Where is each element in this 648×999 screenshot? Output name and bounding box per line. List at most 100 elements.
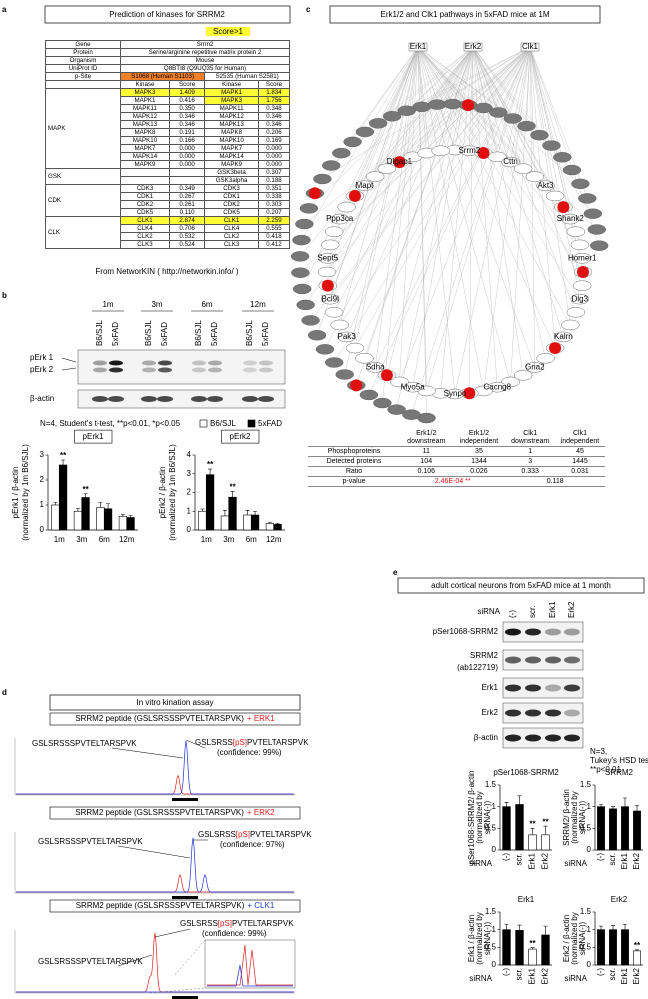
y-tick-label: 1 — [587, 925, 592, 934]
x-axis-label: siRNA — [564, 859, 587, 868]
bar — [541, 834, 550, 851]
y-tick-label: 1 — [492, 925, 497, 934]
y-tick-label: 0 — [40, 525, 45, 534]
table-cell: MAPK10 — [120, 136, 170, 145]
edge — [483, 46, 531, 154]
edge — [346, 46, 474, 337]
table-cell: 0.412 — [257, 240, 291, 249]
panel-title: adult cortical neurons from 5xFAD mice a… — [431, 581, 611, 590]
phospho-peptide-label: GSLSRSS[pS]PVTELTARSPVK — [198, 830, 312, 839]
edge — [377, 46, 419, 124]
panel-label: a — [2, 5, 7, 14]
confidence-label: (confidence: 99%) — [202, 929, 267, 938]
error-bar — [530, 947, 535, 950]
table-cell: CDK3 — [120, 184, 170, 193]
band — [208, 360, 222, 366]
bar — [103, 508, 113, 531]
error-bar — [543, 825, 548, 835]
y-axis-label: pErk1 / β-actin — [11, 467, 20, 519]
y-axis-label: (normalized by 1m B6/SJL) — [21, 444, 30, 541]
chromatogram — [16, 873, 294, 893]
table-cell: MAPK13 — [120, 120, 170, 129]
table-cell: CDK5 — [204, 208, 259, 217]
edge — [326, 46, 531, 273]
bar — [220, 515, 230, 531]
band — [192, 367, 206, 373]
inset-trace — [207, 944, 293, 986]
peptide-part: GSLSRSS — [198, 830, 236, 839]
network-node — [517, 120, 536, 132]
network-node — [427, 99, 447, 110]
network-node — [365, 362, 385, 373]
band — [564, 684, 580, 692]
table-cell: MAPK12 — [120, 112, 170, 121]
table-cell: 0.346 — [257, 112, 291, 121]
network-node — [536, 180, 555, 191]
edge — [326, 46, 419, 273]
x-tick-label: scr. — [515, 853, 524, 865]
x-tick-label: scr. — [608, 968, 617, 980]
bar — [73, 510, 83, 531]
edge — [375, 46, 531, 368]
band — [93, 360, 107, 366]
bar — [621, 806, 629, 851]
peptide-part: [pS] — [233, 738, 247, 747]
bar — [58, 464, 68, 531]
table-cell: 0.206 — [257, 128, 291, 137]
table-cell: 11 — [400, 446, 453, 457]
y-tick-label: 2 — [187, 488, 192, 497]
x-tick-label: (-) — [596, 968, 605, 976]
table-cell: CDK1 — [120, 192, 170, 201]
table-cell: CDK2 — [204, 200, 259, 209]
table-cell: 104 — [400, 456, 453, 467]
chart-title: pSer1068-SRRM2 — [493, 768, 559, 777]
lane-label: B6/SJL — [144, 320, 153, 346]
network-node — [589, 240, 609, 251]
lane-label: (-) — [508, 610, 517, 618]
x-tick-label: (-) — [596, 853, 605, 861]
band — [208, 367, 222, 373]
table-row: Protein Serine/arginine repetitive matrix… — [45, 48, 290, 57]
network-node — [545, 190, 565, 202]
band — [192, 360, 206, 366]
network-node — [566, 307, 586, 318]
table-cell: CLK3 — [120, 240, 170, 249]
edge — [339, 46, 531, 220]
edge — [454, 46, 531, 151]
bar — [502, 806, 511, 851]
edge — [399, 46, 419, 163]
edge — [472, 46, 498, 388]
table-cell: MAPK13 — [204, 120, 259, 129]
network-node — [488, 151, 507, 163]
network-node — [382, 111, 402, 122]
edge — [426, 46, 531, 154]
network-node — [578, 193, 597, 204]
bar — [228, 496, 237, 531]
network-node — [525, 171, 545, 182]
phospho-node — [308, 187, 321, 200]
bar — [597, 806, 605, 851]
band — [564, 734, 580, 742]
y-tick-label: 0.5 — [580, 942, 592, 951]
confidence-label: (confidence: 97%) — [220, 840, 285, 849]
column-header: Score — [257, 80, 291, 89]
node-label: Kalrn — [554, 332, 573, 341]
network-node — [337, 201, 356, 213]
p-value: 2.46E-04 ** — [400, 476, 506, 487]
time-label: 1m — [102, 300, 113, 309]
table-row: Organism Mouse — [45, 56, 290, 65]
edge — [472, 46, 576, 232]
edge — [411, 46, 531, 415]
bar — [528, 834, 537, 851]
peptide-part: GSLSRSS — [180, 919, 218, 928]
edge — [510, 46, 531, 163]
table-row: Detected proteins 104 1344 3 1445 — [308, 456, 605, 467]
band — [545, 656, 561, 664]
edge — [529, 46, 563, 158]
peptide-part: [pS] — [218, 919, 232, 928]
y-tick-label: 3 — [40, 450, 45, 459]
table-cell: CDK3 — [204, 184, 259, 193]
network-node — [290, 251, 310, 262]
edge — [339, 46, 531, 326]
band — [505, 709, 521, 717]
